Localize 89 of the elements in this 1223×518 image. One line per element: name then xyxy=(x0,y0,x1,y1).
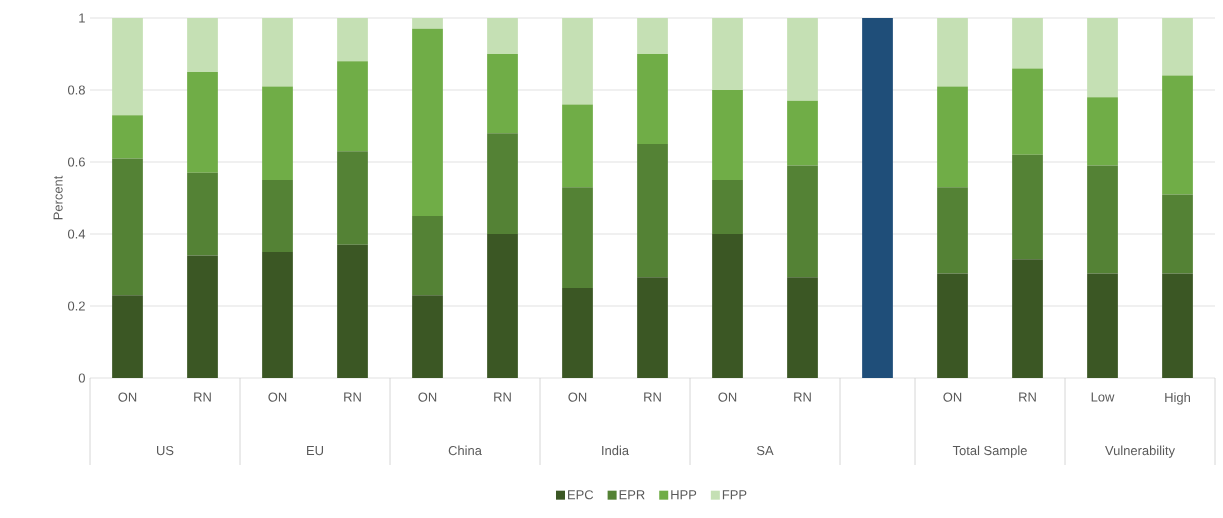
bar xyxy=(487,133,518,234)
bar xyxy=(1012,68,1043,155)
x-tick-label: RN xyxy=(344,392,361,402)
text: EU xyxy=(307,446,323,456)
bar xyxy=(787,165,818,278)
bar xyxy=(1087,18,1118,98)
bar xyxy=(337,18,368,62)
x-tick-label: RN xyxy=(794,392,811,402)
bar xyxy=(112,18,143,116)
x-tick-label: ON xyxy=(568,392,587,402)
bar xyxy=(637,144,668,278)
text: Vulnerability xyxy=(1105,445,1175,458)
legend-label: EPC xyxy=(568,490,594,500)
y-tick-label: 0.8 xyxy=(67,85,85,95)
bar xyxy=(937,187,968,274)
bar xyxy=(1087,165,1118,274)
bar xyxy=(262,180,293,252)
bar xyxy=(937,18,968,87)
bar xyxy=(1162,273,1193,378)
bar xyxy=(862,18,893,378)
bar xyxy=(937,86,968,188)
y-axis-title: Percent xyxy=(53,175,63,220)
bar xyxy=(1162,75,1193,195)
bar xyxy=(412,216,443,296)
bar xyxy=(187,172,218,256)
text: China xyxy=(448,445,482,456)
bar xyxy=(187,72,218,173)
legend-label: HPP xyxy=(671,490,697,500)
bar xyxy=(187,18,218,72)
y-tick-label: 0.4 xyxy=(67,229,86,239)
x-tick-label: RN xyxy=(1019,392,1036,402)
bar xyxy=(562,187,593,288)
bar xyxy=(712,90,743,180)
bar xyxy=(487,18,518,54)
bar xyxy=(337,151,368,245)
bar xyxy=(412,295,443,378)
x-tick-label: ON xyxy=(268,392,287,402)
y-tick-label: 0.6 xyxy=(67,157,85,167)
bar xyxy=(1012,259,1043,378)
x-tick-label: ON xyxy=(943,392,962,402)
text: SA xyxy=(756,445,774,456)
bar xyxy=(1162,194,1193,274)
bar xyxy=(187,255,218,378)
bar xyxy=(412,18,443,29)
x-tick-label: ON xyxy=(118,392,137,402)
x-tick-label: Low xyxy=(1091,392,1115,402)
bar xyxy=(112,115,143,159)
y-tick-label: 0.2 xyxy=(67,301,85,311)
bar xyxy=(1012,154,1043,260)
x-tick-label: High xyxy=(1165,392,1190,405)
bar xyxy=(262,252,293,378)
bar xyxy=(712,234,743,378)
x-tick-label: ON xyxy=(718,392,737,402)
bar xyxy=(412,28,443,216)
bar xyxy=(787,18,818,101)
bar xyxy=(487,54,518,134)
bar xyxy=(337,61,368,152)
bar xyxy=(562,104,593,188)
legend-label: FPP xyxy=(722,490,747,500)
bar xyxy=(637,277,668,378)
bar xyxy=(262,18,293,87)
x-tick-label: RN xyxy=(194,392,211,402)
bar xyxy=(487,234,518,378)
bar xyxy=(562,288,593,378)
bar xyxy=(112,295,143,378)
bar xyxy=(712,180,743,234)
bar xyxy=(562,18,593,105)
legend-label: EPR xyxy=(619,490,645,500)
bar xyxy=(637,54,668,144)
x-tick-label: ON xyxy=(418,392,437,402)
text: India xyxy=(602,445,630,456)
y-tick-label: 0 xyxy=(78,373,85,383)
text: Total Sample xyxy=(952,445,1027,458)
bar xyxy=(1162,18,1193,76)
bar xyxy=(787,100,818,166)
bar xyxy=(637,18,668,54)
y-tick-label: 1 xyxy=(79,13,85,23)
text: US xyxy=(157,445,174,456)
bar xyxy=(262,86,293,180)
bar xyxy=(1087,273,1118,378)
x-tick-label: RN xyxy=(494,392,511,402)
bar xyxy=(337,244,368,378)
x-tick-label: RN xyxy=(644,392,661,402)
bar xyxy=(937,273,968,378)
bar xyxy=(112,158,143,296)
bar xyxy=(712,18,743,90)
bar xyxy=(787,277,818,378)
bar xyxy=(1012,18,1043,69)
bar xyxy=(1087,97,1118,166)
